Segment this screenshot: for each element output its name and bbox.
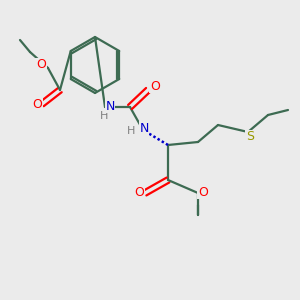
Text: N: N [105,100,115,112]
Text: O: O [150,80,160,92]
Text: O: O [198,185,208,199]
Text: O: O [32,98,42,112]
Text: N: N [139,122,149,134]
Text: O: O [134,187,144,200]
Text: H: H [127,126,135,136]
Text: S: S [246,130,254,143]
Text: H: H [100,111,108,121]
Text: O: O [36,58,46,71]
